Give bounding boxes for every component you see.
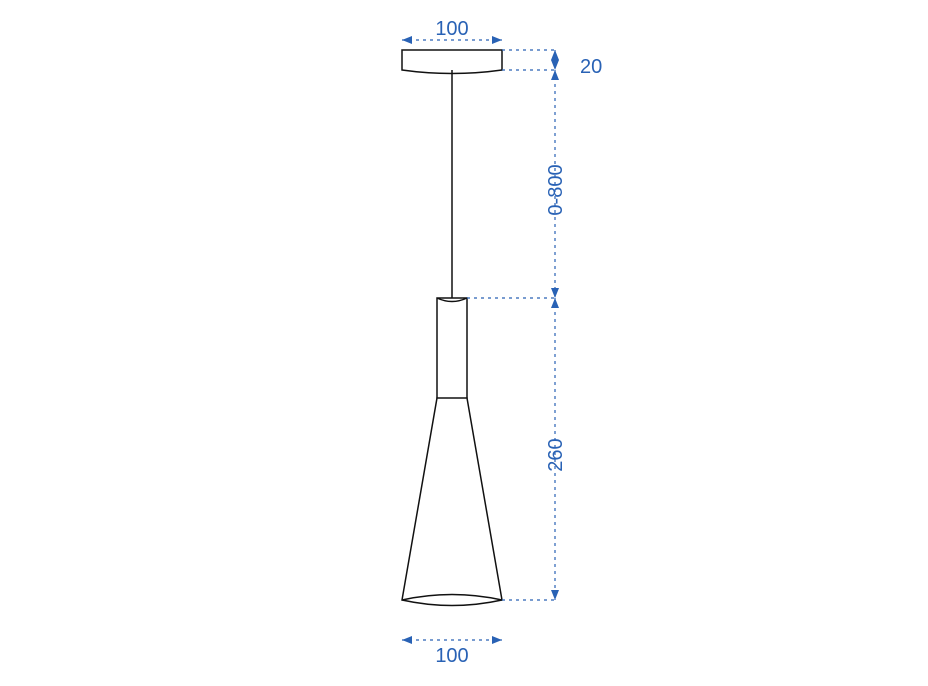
dimension-arrow	[402, 36, 412, 44]
dimension-arrow	[551, 60, 559, 70]
bottom_width-label: 100	[435, 645, 468, 667]
canopy_height-label: 20	[580, 56, 602, 78]
canopy	[402, 50, 502, 74]
top_width-label: 100	[435, 18, 468, 40]
dimension-arrow	[551, 590, 559, 600]
stem	[437, 298, 467, 402]
cone-shade	[402, 398, 502, 606]
dimension-arrow	[492, 636, 502, 644]
shade_height-label: 260	[545, 438, 567, 471]
dimension-arrow	[551, 50, 559, 60]
dimension-arrow	[551, 70, 559, 80]
cord_height-label: 0-800	[545, 164, 567, 215]
dimension-arrow	[551, 298, 559, 308]
dimension-arrow	[551, 288, 559, 298]
dimension-arrow	[402, 636, 412, 644]
dimension-arrow	[492, 36, 502, 44]
pendant-lamp-dimension-drawing: 100 100 20 0-800 260	[0, 0, 928, 686]
